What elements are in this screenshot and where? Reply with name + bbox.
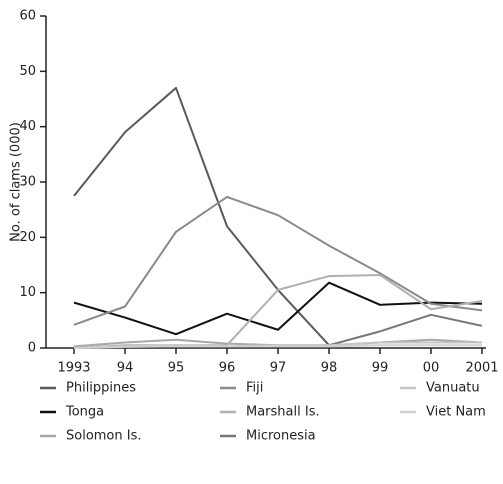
x-tick-label: 1993 xyxy=(57,361,90,376)
x-tick-label: 98 xyxy=(321,361,338,376)
legend-label: Micronesia xyxy=(246,429,316,444)
series-line xyxy=(73,344,482,349)
y-tick-label: 50 xyxy=(19,64,36,79)
y-tick-label: 0 xyxy=(28,341,36,356)
series-line xyxy=(73,195,483,326)
legend-label: Tonga xyxy=(65,405,104,420)
series-line xyxy=(73,281,483,336)
x-tick-label: 96 xyxy=(219,361,236,376)
x-tick-label: 97 xyxy=(270,361,287,376)
y-tick-label: 20 xyxy=(19,230,36,245)
x-tick-label: 95 xyxy=(168,361,185,376)
legend-label: Viet Nam xyxy=(426,405,486,420)
x-tick-label: 2001 xyxy=(465,361,498,376)
x-tick-label: 99 xyxy=(372,361,389,376)
legend-label: Marshall Is. xyxy=(246,405,320,420)
y-tick-label: 60 xyxy=(19,9,36,24)
y-tick-label: 30 xyxy=(19,175,36,190)
x-tick-label: 00 xyxy=(423,361,440,376)
y-tick-label: 40 xyxy=(19,119,36,134)
series-line xyxy=(328,313,483,347)
x-tick-label: 94 xyxy=(117,361,134,376)
y-tick-label: 10 xyxy=(19,285,36,300)
legend-label: Fiji xyxy=(246,381,263,396)
legend-label: Vanuatu xyxy=(426,381,480,396)
series-line xyxy=(73,273,483,349)
legend-label: Philippines xyxy=(66,381,136,396)
legend-label: Solomon Is. xyxy=(66,429,142,444)
series-line xyxy=(73,86,330,346)
y-axis-label: No. of clams (000) xyxy=(9,122,24,242)
